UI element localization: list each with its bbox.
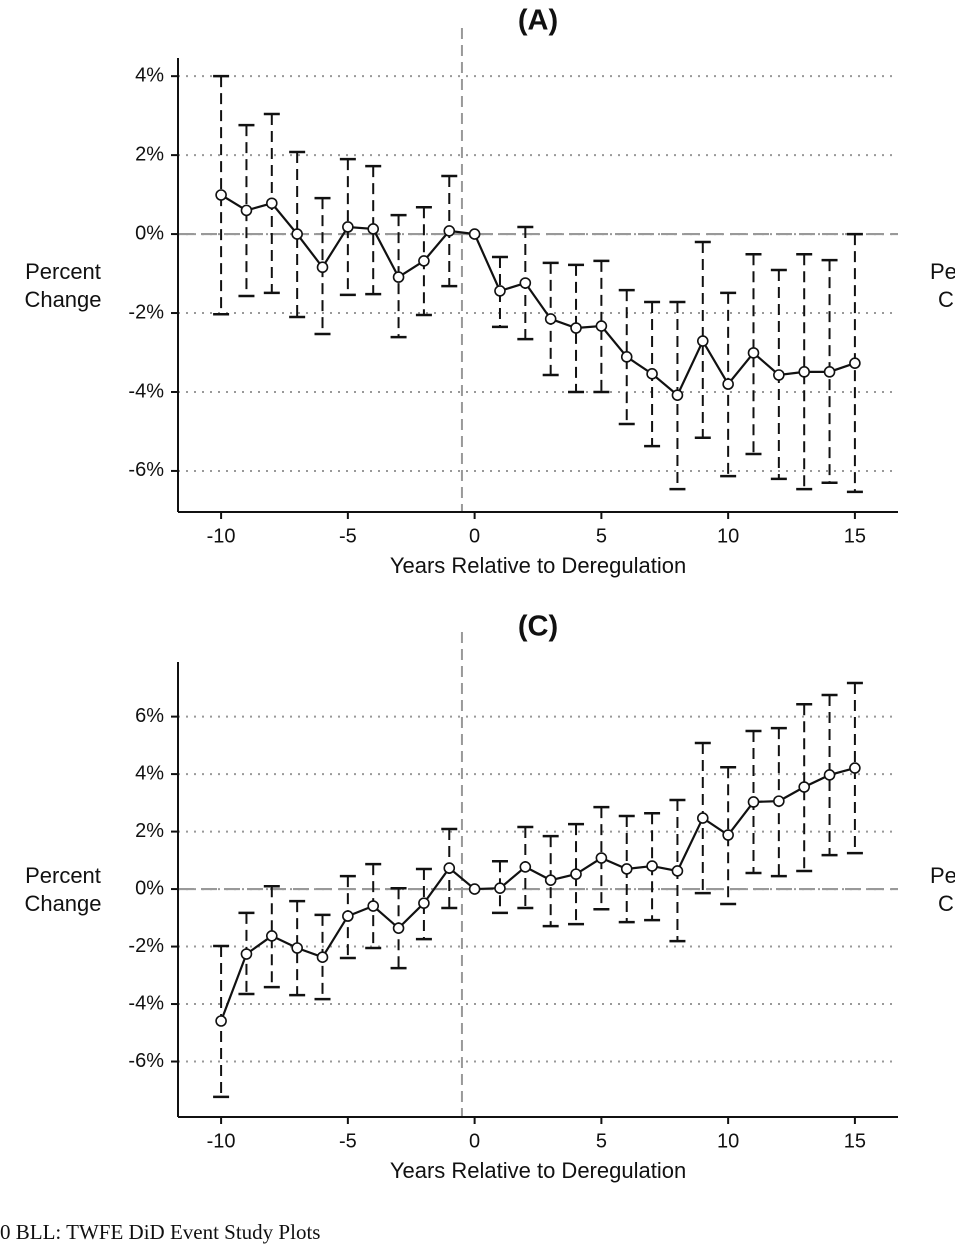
y-tick-label: 4%: [135, 64, 164, 86]
point: [773, 795, 785, 807]
point: [367, 900, 380, 912]
y-tick-label: -4%: [128, 380, 164, 402]
point: [646, 860, 658, 872]
point: [747, 347, 760, 359]
point: [342, 221, 354, 233]
point: [671, 865, 684, 877]
point: [291, 942, 303, 954]
point: [696, 335, 709, 347]
point: [316, 951, 329, 963]
point: [392, 922, 405, 934]
x-tick-label: -10: [207, 525, 236, 547]
point: [291, 228, 303, 240]
y-tick-label: -2%: [128, 935, 164, 957]
point: [798, 781, 810, 793]
point: [849, 762, 861, 774]
x-tick-label: -10: [207, 1130, 236, 1152]
point: [519, 277, 532, 289]
point: [696, 812, 709, 824]
point: [215, 189, 227, 201]
point: [367, 223, 380, 235]
y-tick-label: -6%: [128, 1050, 164, 1072]
y-tick-label: 2%: [135, 820, 164, 842]
y-tick-label: 4%: [135, 762, 164, 784]
point: [620, 351, 633, 363]
x-tick-label: 0: [469, 525, 480, 547]
x-tick-label: 10: [717, 525, 739, 547]
y-tick-label: 0%: [135, 222, 164, 244]
point: [773, 369, 785, 381]
cropped-label: Pe C: [930, 862, 955, 918]
x-tick-label: 0: [469, 1130, 480, 1152]
point: [620, 863, 633, 875]
cropped-label-line: C: [938, 287, 954, 312]
chart-title: (C): [518, 611, 558, 643]
point: [544, 313, 557, 325]
figure-caption: 0 BLL: TWFE DiD Event Study Plots: [0, 1220, 321, 1244]
point: [240, 204, 253, 217]
point: [798, 366, 810, 378]
point: [823, 366, 836, 378]
point: [722, 378, 734, 390]
point: [519, 861, 532, 873]
point: [646, 368, 658, 380]
y-tick-label: -6%: [128, 459, 164, 481]
point: [418, 897, 430, 909]
point: [468, 883, 481, 895]
point: [342, 910, 354, 922]
x-tick-label: 5: [596, 525, 607, 547]
x-tick-label: -5: [339, 525, 357, 547]
point: [443, 862, 456, 874]
y-tick-label: -4%: [128, 992, 164, 1014]
point: [240, 948, 253, 960]
point: [494, 882, 506, 895]
point: [722, 829, 734, 841]
point: [823, 769, 836, 781]
y-tick-label: 0%: [135, 877, 164, 899]
x-tick-label: 10: [717, 1130, 739, 1152]
point: [418, 255, 430, 267]
point: [392, 271, 405, 283]
point: [595, 852, 608, 864]
point: [747, 796, 760, 808]
point: [570, 868, 582, 880]
point: [570, 322, 582, 334]
point: [671, 389, 684, 401]
point: [494, 285, 506, 297]
cropped-label: Pe C: [930, 258, 955, 314]
point: [316, 261, 329, 274]
x-axis-label: Years Relative to Deregulation: [390, 553, 686, 578]
point: [544, 874, 557, 886]
y-tick-label: 2%: [135, 143, 164, 165]
point: [849, 357, 861, 369]
point: [266, 197, 278, 210]
point: [443, 225, 456, 237]
point: [266, 930, 278, 942]
y-tick-label: 6%: [135, 705, 164, 727]
y-axis-label: Percent Change: [24, 259, 102, 312]
x-tick-label: 15: [844, 1130, 866, 1152]
x-tick-label: -5: [339, 1130, 357, 1152]
series-line: [220, 194, 856, 397]
cropped-label-line: Pe: [930, 259, 955, 284]
y-tick-label: -2%: [128, 301, 164, 323]
x-axis-label: Years Relative to Deregulation: [390, 1158, 686, 1183]
cropped-label-line: Pe: [930, 863, 955, 888]
chart-title: (A): [518, 5, 558, 37]
series-line: [220, 766, 856, 1022]
x-tick-label: 15: [844, 525, 866, 547]
x-tick-label: 5: [596, 1130, 607, 1152]
point: [595, 320, 608, 332]
y-axis-label: Percent Change: [24, 863, 102, 916]
point: [468, 228, 481, 240]
cropped-label-line: C: [938, 891, 954, 916]
point: [215, 1015, 227, 1027]
